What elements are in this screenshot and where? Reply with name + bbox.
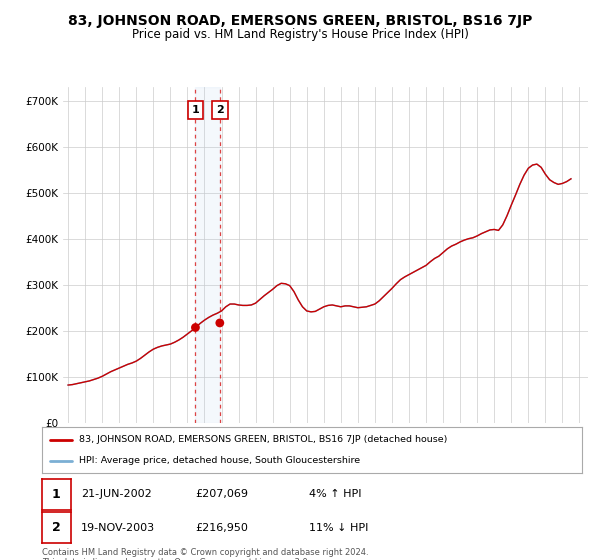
- Text: 2: 2: [216, 105, 224, 115]
- Text: 19-NOV-2003: 19-NOV-2003: [81, 523, 155, 533]
- Bar: [196, 87, 220, 423]
- Text: £216,950: £216,950: [195, 523, 248, 533]
- Text: 83, JOHNSON ROAD, EMERSONS GREEN, BRISTOL, BS16 7JP: 83, JOHNSON ROAD, EMERSONS GREEN, BRISTO…: [68, 14, 532, 28]
- Text: 11% ↓ HPI: 11% ↓ HPI: [309, 523, 368, 533]
- Text: Price paid vs. HM Land Registry's House Price Index (HPI): Price paid vs. HM Land Registry's House …: [131, 28, 469, 41]
- Point: [191, 323, 200, 332]
- Point: [215, 319, 224, 328]
- Text: 21-JUN-2002: 21-JUN-2002: [81, 489, 152, 499]
- Text: 4% ↑ HPI: 4% ↑ HPI: [309, 489, 361, 499]
- Text: Contains HM Land Registry data © Crown copyright and database right 2024.
This d: Contains HM Land Registry data © Crown c…: [42, 548, 368, 560]
- Text: 2: 2: [52, 521, 61, 534]
- Text: HPI: Average price, detached house, South Gloucestershire: HPI: Average price, detached house, Sout…: [79, 456, 360, 465]
- Text: 83, JOHNSON ROAD, EMERSONS GREEN, BRISTOL, BS16 7JP (detached house): 83, JOHNSON ROAD, EMERSONS GREEN, BRISTO…: [79, 435, 447, 444]
- Text: £207,069: £207,069: [195, 489, 248, 499]
- Text: 1: 1: [191, 105, 199, 115]
- Text: 1: 1: [52, 488, 61, 501]
